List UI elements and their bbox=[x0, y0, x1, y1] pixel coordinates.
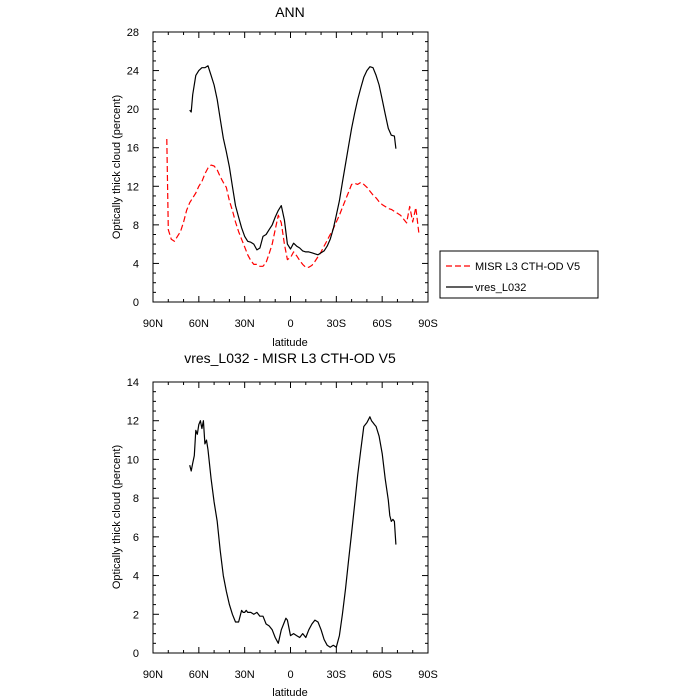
bottom-y-tick-label: 12 bbox=[127, 416, 139, 428]
bottom-series-layer bbox=[189, 416, 397, 648]
top-x-tick-label: 90S bbox=[418, 318, 438, 330]
legend-label-vres: vres_L032 bbox=[475, 282, 526, 294]
bottom-y-tick-label: 6 bbox=[133, 532, 139, 544]
top-y-tick-label: 24 bbox=[127, 66, 139, 78]
bottom-y-tick-label: 0 bbox=[133, 648, 139, 660]
top-series-vres-l032-line bbox=[189, 65, 397, 256]
legend-label-misr: MISR L3 CTH-OD V5 bbox=[475, 261, 580, 273]
bottom-x-tick-label: 30S bbox=[327, 669, 347, 681]
top-y-tick-label: 4 bbox=[133, 258, 139, 270]
top-y-tick-label: 12 bbox=[127, 181, 139, 193]
bottom-x-tick-label: 30N bbox=[235, 669, 255, 681]
top-x-axis-label: latitude bbox=[272, 337, 307, 349]
top-panel: ANN Optically thick cloud (percent) lati… bbox=[111, 4, 599, 349]
top-y-tick-label: 16 bbox=[127, 143, 139, 155]
top-x-tick-label: 0 bbox=[287, 318, 293, 330]
top-y-tick-label: 0 bbox=[133, 297, 139, 309]
bottom-x-tick-label: 90S bbox=[418, 669, 438, 681]
top-ticks: 90N 60N 30N 0 30S 60S 90S 0 4 8 12 16 20 24 28 bbox=[127, 27, 438, 330]
bottom-y-tick-label: 14 bbox=[127, 377, 139, 389]
bottom-x-tick-label: 60S bbox=[372, 669, 392, 681]
bottom-y-tick-label: 4 bbox=[133, 571, 139, 583]
bottom-y-axis-label: Optically thick cloud (percent) bbox=[111, 445, 123, 589]
bottom-x-tick-label: 60N bbox=[189, 669, 209, 681]
legend-box bbox=[439, 250, 599, 299]
top-x-tick-label: 60S bbox=[372, 318, 392, 330]
top-y-tick-label: 28 bbox=[127, 27, 139, 39]
bottom-series-difference-line bbox=[189, 416, 397, 648]
top-plot-frame bbox=[152, 31, 429, 303]
top-y-axis-label: Optically thick cloud (percent) bbox=[111, 95, 123, 239]
bottom-x-tick-label: 90N bbox=[143, 669, 163, 681]
top-chart-title: ANN bbox=[275, 4, 305, 20]
bottom-ticks: 90N 60N 30N 0 30S 60S 90S 0 2 4 6 8 10 12 14 bbox=[127, 377, 438, 681]
top-series-layer bbox=[166, 65, 420, 268]
top-series-misr-l3-cth-od-v5-line bbox=[166, 138, 420, 268]
top-x-tick-label: 30S bbox=[327, 318, 347, 330]
top-x-tick-label: 90N bbox=[143, 318, 163, 330]
top-x-tick-label: 60N bbox=[189, 318, 209, 330]
bottom-x-axis-label: latitude bbox=[272, 687, 307, 699]
top-y-tick-label: 20 bbox=[127, 104, 139, 116]
top-legend: MISR L3 CTH-OD V5 vres_L032 bbox=[439, 250, 599, 299]
bottom-y-tick-label: 10 bbox=[127, 454, 139, 466]
top-x-tick-label: 30N bbox=[235, 318, 255, 330]
bottom-y-tick-label: 2 bbox=[133, 609, 139, 621]
bottom-y-tick-label: 8 bbox=[133, 493, 139, 505]
bottom-plot-frame bbox=[152, 381, 429, 654]
bottom-x-tick-label: 0 bbox=[287, 669, 293, 681]
bottom-panel: vres_L032 - MISR L3 CTH-OD V5 Optically … bbox=[111, 350, 438, 699]
bottom-chart-title: vres_L032 - MISR L3 CTH-OD V5 bbox=[184, 350, 396, 366]
top-y-tick-label: 8 bbox=[133, 220, 139, 232]
